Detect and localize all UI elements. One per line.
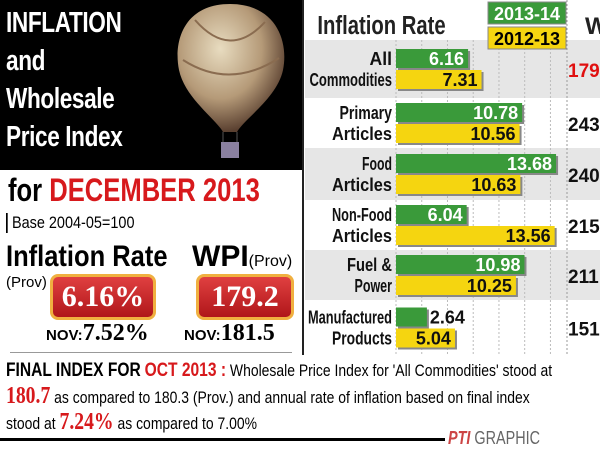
wpi-value: 211 [568, 267, 599, 288]
bar-value-label: 13.68 [507, 154, 552, 174]
wpi-value-badge: 179.2 [196, 274, 294, 320]
footer-text: stood at [6, 414, 56, 433]
bar-value-label: 10.56 [471, 124, 516, 144]
pti-logo: PTI [448, 428, 471, 448]
inflation-bar-chart: Inflation Rate 2013-14 2012-13 WPI AllCommod… [305, 0, 600, 355]
bar-2013-14 [396, 255, 525, 274]
legend-label: 2013-14 [494, 4, 560, 24]
wpi-label: WPI(Prov) [192, 240, 292, 274]
footer-text: as compared to 180.3 (Prov.) and annual … [54, 388, 530, 407]
inflation-rate-label: Inflation Rate [6, 240, 168, 273]
bar-value-label: 5.04 [416, 329, 451, 349]
bar-value-label: 6.16 [429, 49, 464, 69]
hot-air-balloon-illustration [177, 4, 285, 158]
wpi-column-header: WPI [585, 13, 600, 40]
wpi-nov: NOV:181.5 [184, 320, 275, 347]
category-label: Commodities [310, 70, 393, 90]
category-label: Articles [332, 124, 392, 144]
bar-2013-14 [396, 49, 469, 68]
category-label: Articles [332, 226, 392, 246]
final-wpi-value: 180.7 [6, 383, 51, 409]
bar-value-label: 6.04 [428, 205, 463, 225]
footer-month: OCT 2013 : [144, 360, 227, 381]
category-label: Manufactured [308, 308, 392, 328]
footer-line-2: 180.7 as compared to 180.3 (Prov.) and a… [6, 383, 530, 410]
wpi-value: 215. [568, 217, 600, 238]
inflation-value-badge: 6.16% [50, 274, 156, 320]
bar-2013-14 [396, 103, 523, 122]
category-label: Food [362, 154, 392, 174]
credit-text: GRAPHIC [474, 428, 541, 448]
wpi-value: 179 [568, 61, 600, 82]
bar-2012-13 [396, 226, 555, 245]
bar-value-label: 10.63 [471, 175, 516, 195]
category-label: All [370, 49, 393, 69]
wpi-text: WPI [192, 240, 249, 273]
bar-value-label: 2.64 [430, 308, 465, 328]
nov-value: 7.52% [82, 320, 149, 346]
nov-label: NOV: [184, 327, 221, 344]
wpi-prov: (Prov) [248, 253, 293, 270]
for-text: for [8, 172, 43, 208]
title-line: Price Index [6, 121, 123, 153]
bar-value-label: 10.78 [473, 103, 518, 123]
bar-2012-13 [396, 276, 516, 295]
wpi-value: 243. [568, 115, 600, 136]
legend-swatch-2012-13 [487, 26, 567, 50]
category-label: Products [332, 329, 392, 349]
category-label: Non-Food [332, 205, 392, 225]
bar-value-label: 7.31 [442, 70, 477, 90]
bar-value-label: 10.25 [467, 276, 512, 296]
footer-text: as compared to 7.00% [117, 414, 257, 433]
divider [302, 0, 304, 355]
footer-text: Wholesale Price Index for 'All Commoditi… [229, 361, 553, 380]
category-label: Fuel & [347, 255, 392, 275]
footer-line-1: FINAL INDEX FOR OCT 2013 : Wholesale Pri… [6, 360, 552, 382]
bar-2013-14 [396, 205, 467, 224]
bar-2012-13 [396, 328, 455, 348]
nov-value: 181.5 [220, 320, 275, 346]
title-line: INFLATION [6, 7, 122, 39]
bar-2013-14 [396, 154, 557, 173]
bar-2012-13 [396, 124, 520, 143]
inflation-nov: NOV:7.52% [46, 320, 149, 347]
divider [0, 438, 445, 441]
chart-title: Inflation Rate [317, 11, 445, 40]
bar-2012-13 [396, 70, 482, 89]
category-label: Primary [340, 103, 393, 123]
legend-swatch-2013-14 [487, 1, 567, 25]
inflation-prov-label: (Prov) [6, 274, 47, 291]
bar-2012-13 [396, 175, 521, 194]
credit: PTI GRAPHIC [448, 428, 540, 449]
category-label: Power [355, 276, 393, 296]
category-label: Articles [332, 175, 392, 195]
wpi-value: 151. [568, 320, 600, 341]
bar-2013-14 [396, 307, 427, 327]
period-heading: for DECEMBER 2013 [8, 172, 260, 209]
page-title: INFLATION and Wholesale Price Index [6, 4, 123, 156]
title-line: Wholesale [6, 83, 115, 115]
final-inflation-value: 7.24% [59, 409, 114, 435]
divider [10, 352, 292, 353]
base-year: Base 2004-05=100 [6, 213, 134, 233]
month-text: DECEMBER 2013 [49, 172, 260, 208]
nov-label: NOV: [46, 327, 83, 344]
bar-value-label: 10.98 [475, 255, 520, 275]
footer-label: FINAL INDEX FOR [6, 360, 141, 381]
wpi-value: 240 [568, 166, 600, 187]
bar-value-label: 13.56 [506, 226, 551, 246]
footer-line-3: stood at 7.24% as compared to 7.00% [6, 409, 257, 436]
title-line: and [6, 45, 46, 77]
legend-label: 2012-13 [494, 29, 560, 49]
